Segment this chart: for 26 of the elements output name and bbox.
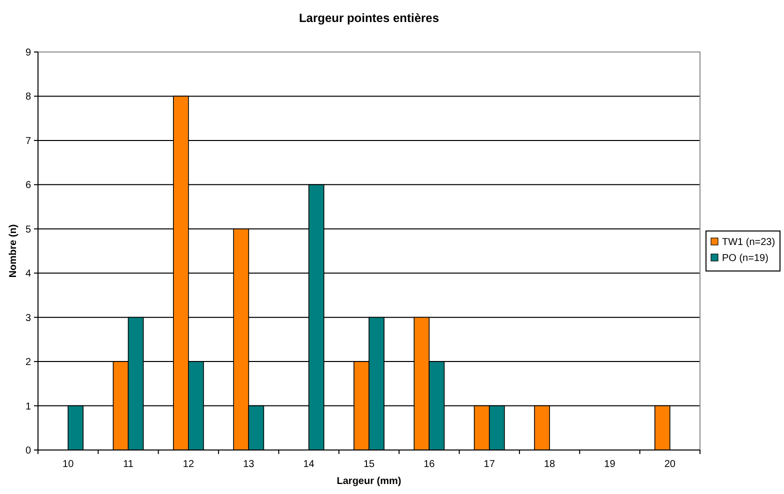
y-tick-label: 5 <box>25 224 32 236</box>
x-tick-label: 14 <box>303 459 315 470</box>
x-axis-title: Largeur (mm) <box>336 476 402 487</box>
y-tick-label: 0 <box>25 446 32 456</box>
y-tick-label: 7 <box>25 136 32 147</box>
y-tick-label: 4 <box>25 268 32 280</box>
x-tick-label: 13 <box>243 459 255 470</box>
x-tick-label: 20 <box>664 459 676 470</box>
x-tick-label: 16 <box>424 459 436 470</box>
x-tick-label: 10 <box>62 459 74 470</box>
x-tick-label: 18 <box>544 459 556 470</box>
x-tick-label: 17 <box>484 459 496 470</box>
y-tick-label: 1 <box>25 401 32 412</box>
y-axis-title: Nombre (n) <box>8 224 19 278</box>
y-tick-label: 8 <box>25 92 32 103</box>
y-tick-label: 3 <box>25 312 32 324</box>
x-tick-label: 19 <box>604 459 616 470</box>
y-tick-label: 9 <box>25 48 32 58</box>
x-tick-label: 11 <box>123 459 134 470</box>
legend-label: TW1 (n=23) <box>722 237 776 248</box>
chart-title: Largeur pointes entières <box>298 11 440 25</box>
y-tick-label: 2 <box>25 357 32 368</box>
y-tick-label: 6 <box>25 180 32 192</box>
legend-label: PO (n=19) <box>722 253 768 264</box>
x-tick-label: 12 <box>182 459 194 470</box>
x-tick-label: 15 <box>363 459 375 470</box>
